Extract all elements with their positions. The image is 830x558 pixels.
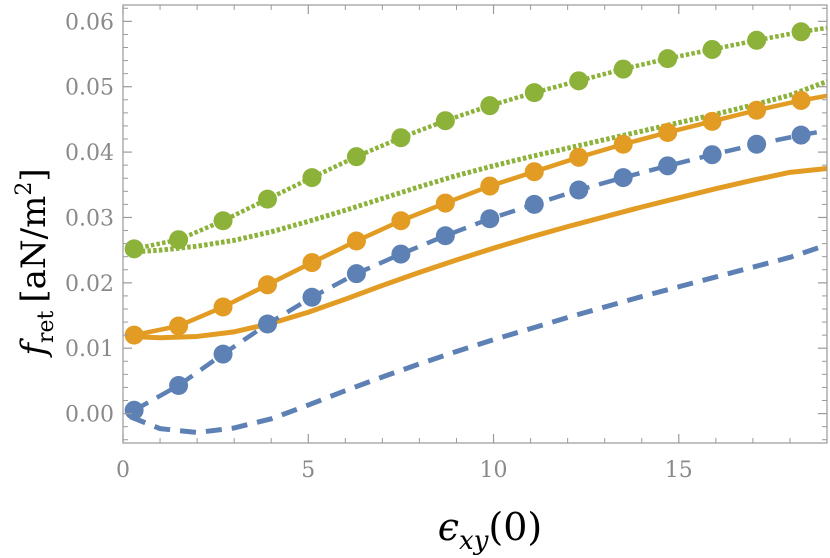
blue-dashed-point bbox=[213, 344, 233, 364]
blue-dashed-point bbox=[747, 134, 767, 154]
green-dotted-point bbox=[658, 49, 678, 69]
blue-dashed-point bbox=[569, 180, 589, 200]
green-dotted-point bbox=[391, 128, 411, 148]
x-tick-label: 10 bbox=[480, 458, 508, 483]
orange-solid-point bbox=[480, 176, 500, 196]
blue-dashed-point bbox=[124, 400, 144, 420]
green-dotted-point bbox=[480, 96, 500, 116]
green-dotted-markers-path bbox=[133, 25, 827, 252]
blue-dashed-point bbox=[791, 125, 811, 145]
blue-dashed-point bbox=[613, 168, 633, 188]
orange-solid-point bbox=[791, 90, 811, 110]
orange-solid-point bbox=[258, 275, 278, 295]
orange-solid-point bbox=[169, 316, 189, 336]
green-dotted-point bbox=[569, 71, 589, 91]
y-tick-label: 0.01 bbox=[65, 337, 114, 362]
series-blue-dashed-markers bbox=[124, 125, 827, 420]
blue-dashed-point bbox=[524, 194, 544, 214]
blue-dashed-line-path bbox=[129, 242, 827, 436]
orange-solid-point bbox=[747, 100, 767, 120]
green-dotted-point bbox=[124, 239, 144, 259]
green-dotted-point bbox=[346, 147, 366, 167]
orange-solid-point bbox=[213, 297, 233, 317]
y-tick-label: 0.02 bbox=[65, 272, 114, 297]
x-tick-label: 0 bbox=[116, 458, 130, 483]
orange-solid-point bbox=[435, 193, 455, 213]
blue-dashed-point bbox=[258, 314, 278, 334]
orange-solid-line-path bbox=[130, 165, 827, 341]
orange-solid-point bbox=[524, 162, 544, 182]
green-dotted-point bbox=[524, 83, 544, 103]
y-tick-label: 0.00 bbox=[65, 403, 114, 428]
green-dotted-line-path bbox=[130, 79, 827, 255]
blue-dashed-point bbox=[391, 244, 411, 264]
x-tick-label: 15 bbox=[665, 458, 693, 483]
blue-dashed-point bbox=[169, 375, 189, 395]
blue-dashed-markers-path bbox=[133, 128, 827, 413]
series-orange-solid-line bbox=[130, 165, 827, 341]
blue-dashed-point bbox=[658, 156, 678, 176]
blue-dashed-point bbox=[346, 264, 366, 284]
plot-border bbox=[122, 4, 828, 444]
blue-dashed-point bbox=[302, 287, 322, 307]
series-layer bbox=[124, 22, 827, 436]
y-tick-label: 0.05 bbox=[65, 76, 114, 101]
x-axis-label: ϵxy(0) bbox=[438, 505, 542, 556]
orange-solid-point bbox=[124, 325, 144, 345]
green-dotted-point bbox=[613, 59, 633, 79]
series-green-dotted-markers bbox=[124, 22, 827, 259]
green-dotted-point bbox=[302, 168, 322, 188]
green-dotted-point bbox=[213, 211, 233, 231]
y-tick-label: 0.06 bbox=[65, 10, 114, 35]
series-green-dotted-line bbox=[130, 79, 827, 255]
orange-solid-point bbox=[658, 122, 678, 142]
orange-solid-point bbox=[702, 111, 722, 131]
x-tick-label: 5 bbox=[301, 458, 315, 483]
orange-solid-point bbox=[613, 134, 633, 154]
blue-dashed-point bbox=[435, 226, 455, 246]
y-tick-label: 0.04 bbox=[65, 141, 114, 166]
green-dotted-point bbox=[791, 22, 811, 42]
orange-solid-point bbox=[391, 211, 411, 231]
orange-solid-point bbox=[569, 147, 589, 167]
y-axis-label: fret[aN/m2] bbox=[12, 168, 59, 358]
green-dotted-point bbox=[747, 30, 767, 50]
green-dotted-point bbox=[435, 111, 455, 131]
series-orange-solid-markers bbox=[124, 90, 827, 345]
series-blue-dashed-line bbox=[129, 242, 827, 436]
blue-dashed-point bbox=[480, 209, 500, 229]
y-tick-label: 0.03 bbox=[65, 206, 114, 231]
axis-ticks: 0 5 10 15 0.00 0.01 0.02 0.03 0.04 0.05 0.06 bbox=[65, 5, 827, 483]
green-dotted-point bbox=[258, 189, 278, 209]
plot-frame bbox=[122, 4, 828, 444]
orange-solid-point bbox=[302, 253, 322, 273]
green-dotted-point bbox=[702, 39, 722, 59]
green-dotted-point bbox=[169, 230, 189, 250]
orange-solid-point bbox=[346, 231, 366, 251]
blue-dashed-point bbox=[702, 145, 722, 165]
